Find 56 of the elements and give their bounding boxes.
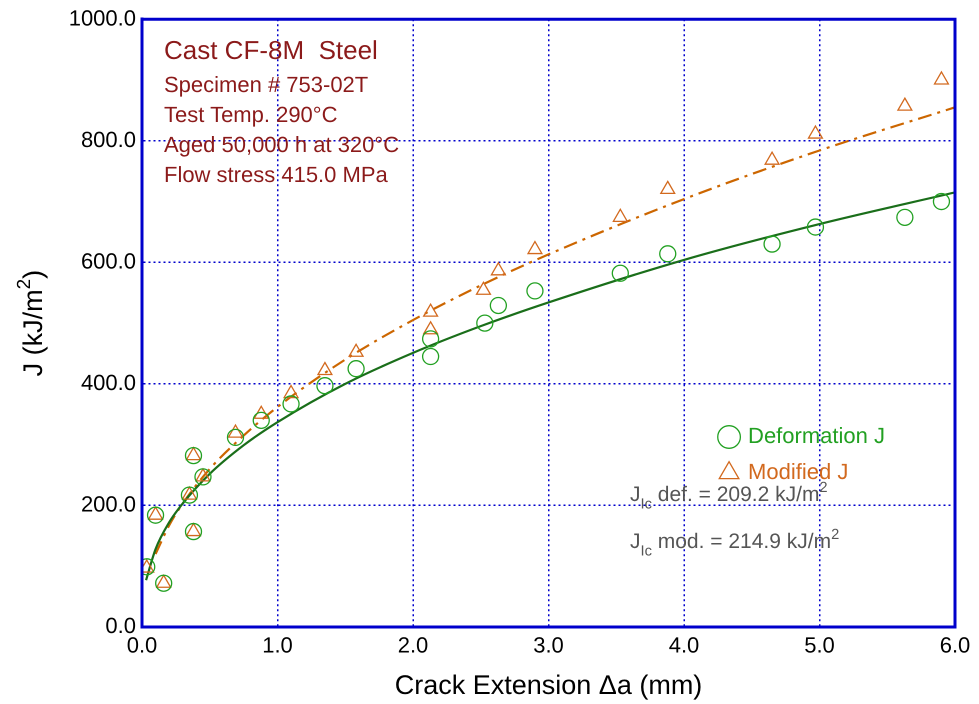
point [184, 446, 202, 464]
y-tick-label: 800.0 [80, 126, 136, 152]
point [194, 468, 212, 486]
y-axis-title: J (kJ/m2) [14, 270, 48, 376]
annotation: Specimen # 753-02T [164, 72, 368, 98]
x-tick-label: 6.0 [940, 632, 970, 658]
x-tick-label: 5.0 [804, 632, 835, 658]
point [806, 218, 824, 236]
point [763, 235, 781, 253]
point [526, 282, 544, 300]
point [527, 240, 543, 254]
annotation: Flow stress 415.0 MPa [164, 162, 389, 188]
point [422, 330, 440, 348]
point [932, 192, 950, 210]
point [252, 412, 270, 429]
point [422, 348, 440, 366]
x-axis-title: Crack Extension Δa (mm) [394, 670, 702, 700]
point [155, 574, 172, 592]
point [660, 180, 676, 194]
point [808, 125, 824, 139]
point [934, 71, 950, 85]
annotation: Aged 50,000 h at 320°C [164, 132, 400, 158]
point [184, 522, 202, 540]
point [897, 97, 912, 111]
x-tick-label: 1.0 [262, 632, 293, 658]
y-tick-label: 600.0 [80, 248, 136, 274]
point [347, 360, 365, 378]
point [226, 428, 244, 446]
point [612, 208, 628, 222]
point [764, 152, 780, 165]
point [612, 264, 629, 282]
point [282, 395, 300, 413]
point [490, 296, 508, 314]
point [423, 304, 438, 317]
point [423, 321, 438, 334]
point [316, 377, 334, 394]
point [476, 314, 494, 332]
text: Cast CF-8M Steel [164, 35, 378, 66]
line-series [144, 191, 955, 582]
point [490, 262, 506, 276]
y-tick-label: 400.0 [80, 370, 136, 395]
annotation: Test Temp. 290°C [164, 102, 338, 128]
point [317, 362, 333, 376]
x-tick-label: 2.0 [398, 632, 428, 658]
point [180, 486, 198, 504]
point [146, 506, 164, 524]
point [659, 245, 676, 262]
line-series [154, 106, 955, 556]
point [348, 344, 364, 357]
point [476, 282, 492, 295]
x-tick-label: 3.0 [533, 632, 564, 658]
y-tick-label: 1000.0 [68, 5, 136, 30]
legend-label: Deformation J [748, 423, 886, 448]
x-tick-label: 4.0 [668, 632, 700, 658]
y-tick-label: 200.0 [80, 492, 136, 517]
point [896, 208, 914, 226]
